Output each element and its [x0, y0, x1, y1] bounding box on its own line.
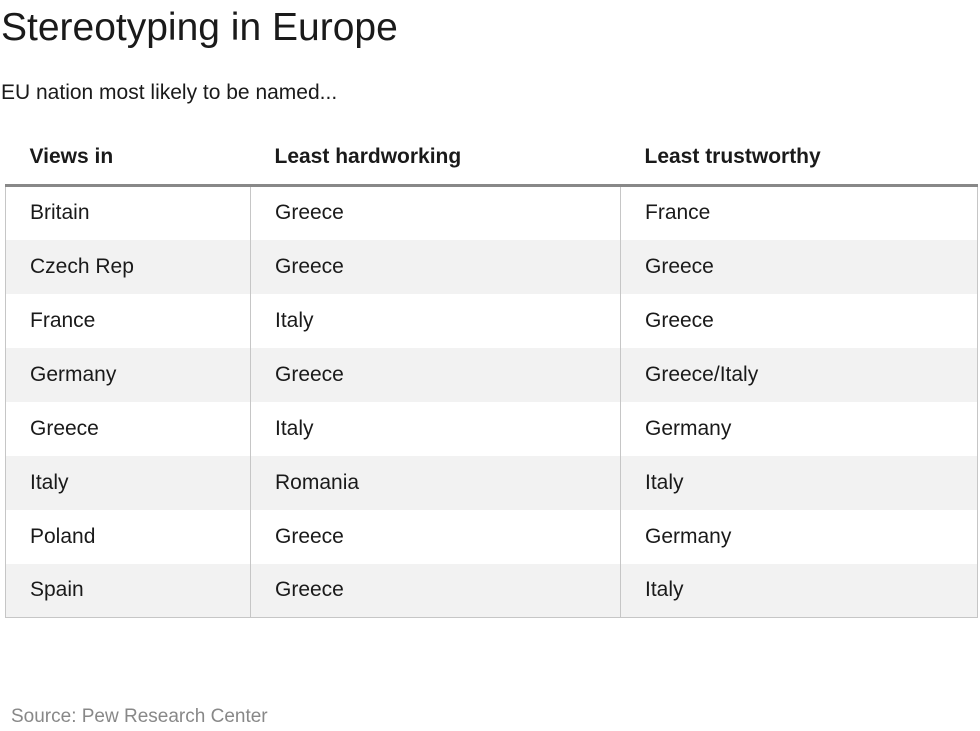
cell-views-in: Spain — [5, 563, 251, 618]
table-body: Britain Greece France Czech Rep Greece Greece… — [5, 185, 978, 618]
table-row: Italy Romania Italy — [5, 455, 978, 510]
cell-least-hardworking: Greece — [250, 563, 621, 618]
page-subtitle: EU nation most likely to be named... — [1, 81, 338, 104]
cell-least-trustworthy: Germany — [620, 401, 978, 456]
cell-least-trustworthy: Greece — [620, 239, 978, 294]
table-header: Views in Least hardworking Least trustwo… — [5, 130, 978, 187]
cell-least-hardworking: Italy — [250, 401, 621, 456]
table-row: France Italy Greece — [5, 293, 978, 348]
cell-views-in: Germany — [5, 347, 251, 402]
cell-least-hardworking: Greece — [250, 185, 621, 240]
table-row: Greece Italy Germany — [5, 401, 978, 456]
cell-views-in: Czech Rep — [5, 239, 251, 294]
cell-least-hardworking: Greece — [250, 509, 621, 564]
page-title: Stereotyping in Europe — [1, 6, 398, 49]
cell-least-trustworthy: Greece — [620, 293, 978, 348]
column-header-views-in: Views in — [5, 130, 251, 187]
table-row: Germany Greece Greece/Italy — [5, 347, 978, 402]
cell-views-in: Italy — [5, 455, 251, 510]
cell-least-hardworking: Greece — [250, 239, 621, 294]
cell-views-in: Greece — [5, 401, 251, 456]
cell-least-trustworthy: Italy — [620, 455, 978, 510]
table-row: Poland Greece Germany — [5, 509, 978, 564]
cell-least-trustworthy: Italy — [620, 563, 978, 618]
header-row: Views in Least hardworking Least trustwo… — [5, 130, 978, 187]
cell-least-hardworking: Italy — [250, 293, 621, 348]
table-row: Spain Greece Italy — [5, 563, 978, 618]
cell-least-hardworking: Greece — [250, 347, 621, 402]
column-header-least-trustworthy: Least trustworthy — [620, 130, 978, 187]
cell-least-hardworking: Romania — [250, 455, 621, 510]
cell-views-in: Britain — [5, 185, 251, 240]
table-row: Czech Rep Greece Greece — [5, 239, 978, 294]
cell-least-trustworthy: Greece/Italy — [620, 347, 978, 402]
table-row: Britain Greece France — [5, 185, 978, 240]
cell-views-in: Poland — [5, 509, 251, 564]
cell-least-trustworthy: Germany — [620, 509, 978, 564]
cell-least-trustworthy: France — [620, 185, 978, 240]
column-header-least-hardworking: Least hardworking — [250, 130, 621, 187]
stereotype-table: Views in Least hardworking Least trustwo… — [5, 130, 978, 618]
cell-views-in: France — [5, 293, 251, 348]
source-note: Source: Pew Research Center — [11, 706, 268, 727]
stereotype-table-container: Views in Least hardworking Least trustwo… — [5, 130, 978, 618]
